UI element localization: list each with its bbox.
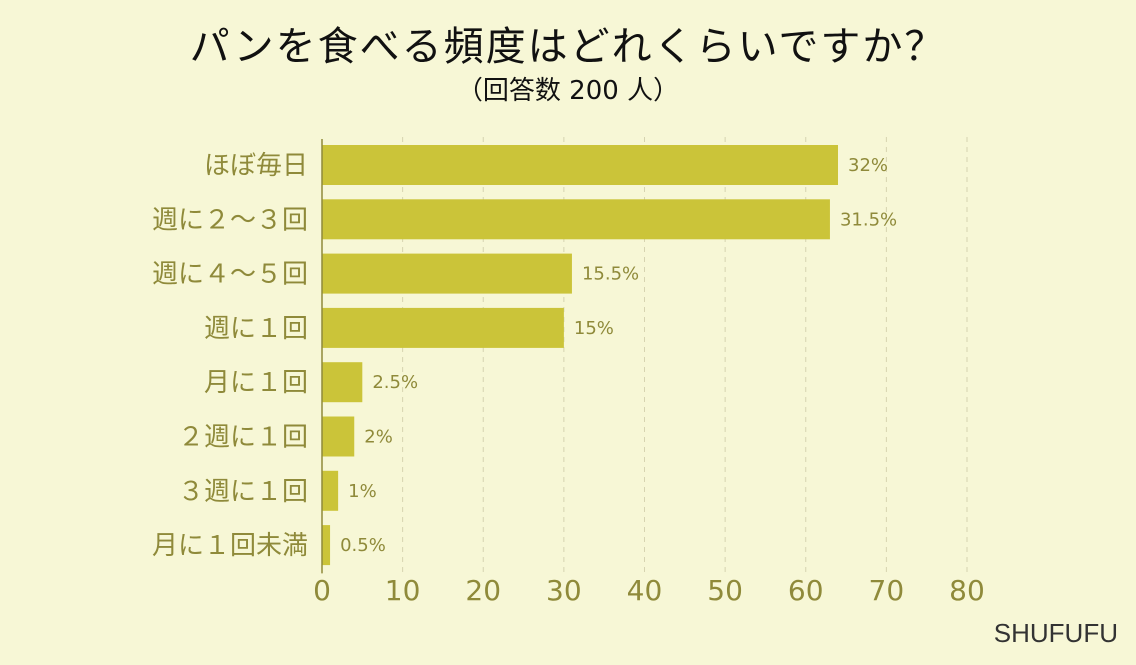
category-label: ３週に１回 (178, 477, 308, 507)
data-label: 2.5% (372, 372, 418, 393)
x-tick-label: 20 (465, 574, 501, 607)
bar (322, 525, 331, 566)
x-tick-label: 0 (313, 574, 331, 607)
bars (322, 145, 838, 566)
x-tick-label: 10 (385, 574, 421, 607)
x-tick-label: 30 (546, 574, 582, 607)
category-label: 週に４～５回 (152, 260, 308, 290)
data-label: 0.5% (340, 535, 386, 556)
category-label: 月に１回未満 (152, 531, 308, 561)
bar (322, 470, 339, 511)
category-label: 週に１回 (204, 314, 308, 344)
x-tick-labels: 0 10 20 30 40 50 60 70 80 (313, 574, 985, 607)
bar (322, 307, 564, 348)
category-label: 月に１回 (204, 368, 308, 398)
chart-subtitle: （回答数 200 人） (456, 76, 680, 106)
x-tick-label: 50 (707, 574, 743, 607)
value-labels: 32% 31.5% 15.5% 15% 2.5% 2% 1% 0.5% (340, 155, 897, 556)
bar (322, 145, 838, 185)
data-label: 1% (348, 481, 377, 502)
category-label: ２週に１回 (178, 423, 308, 453)
bar (322, 416, 355, 457)
data-label: 15.5% (582, 264, 639, 285)
data-label: 15% (574, 318, 614, 339)
x-tick-label: 60 (788, 574, 824, 607)
bar (322, 253, 572, 294)
x-tick-label: 70 (869, 574, 905, 607)
data-label: 31.5% (840, 209, 897, 230)
data-label: 2% (364, 427, 393, 448)
category-label: 週に２～３回 (152, 205, 308, 235)
bar (322, 362, 363, 403)
data-label: 32% (848, 155, 888, 176)
brand-logo: SHUFUFU (993, 618, 1118, 648)
x-tick-label: 40 (627, 574, 663, 607)
chart-title: パンを食べる頻度はどれくらいですか？ (189, 24, 947, 70)
x-tick-label: 80 (949, 574, 985, 607)
bar (322, 199, 830, 240)
category-label: ほぼ毎日 (204, 151, 308, 181)
